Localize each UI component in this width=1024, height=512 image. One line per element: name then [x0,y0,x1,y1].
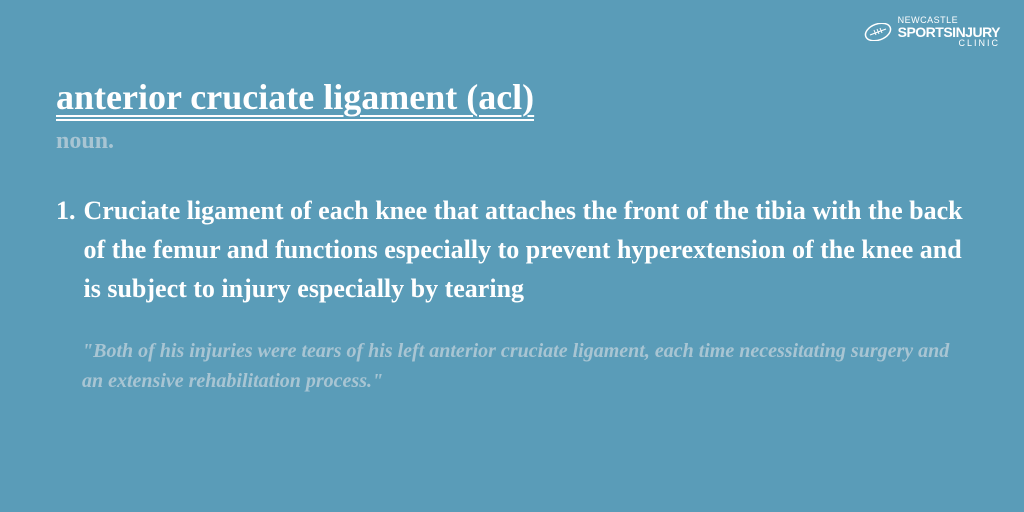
part-of-speech: noun. [56,128,968,155]
example-sentence: "Both of his injuries were tears of his … [82,336,968,396]
term-wrap: anterior cruciate ligament (acl) [56,72,968,122]
term-heading: anterior cruciate ligament (acl) [56,77,534,121]
definition-block: 1. Cruciate ligament of each knee that a… [56,191,968,308]
rugby-ball-icon [864,23,892,41]
logo-line-3: CLINIC [958,39,1000,48]
brand-logo: NEWCASTLE SPORTSINJURY CLINIC [864,16,1000,48]
logo-text: NEWCASTLE SPORTSINJURY CLINIC [898,16,1000,48]
definition-card: anterior cruciate ligament (acl) noun. 1… [0,0,1024,396]
definition-number: 1. [56,191,76,308]
definition-text: Cruciate ligament of each knee that atta… [84,191,969,308]
logo-line-2: SPORTSINJURY [898,25,1000,39]
